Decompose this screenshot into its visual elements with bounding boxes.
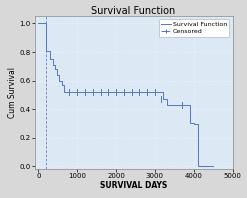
X-axis label: SURVIVAL DAYS: SURVIVAL DAYS (100, 181, 167, 190)
Y-axis label: Cum Survival: Cum Survival (8, 67, 17, 118)
Title: Survival Function: Survival Function (91, 6, 176, 16)
Legend: Survival Function, Censored: Survival Function, Censored (159, 19, 229, 37)
